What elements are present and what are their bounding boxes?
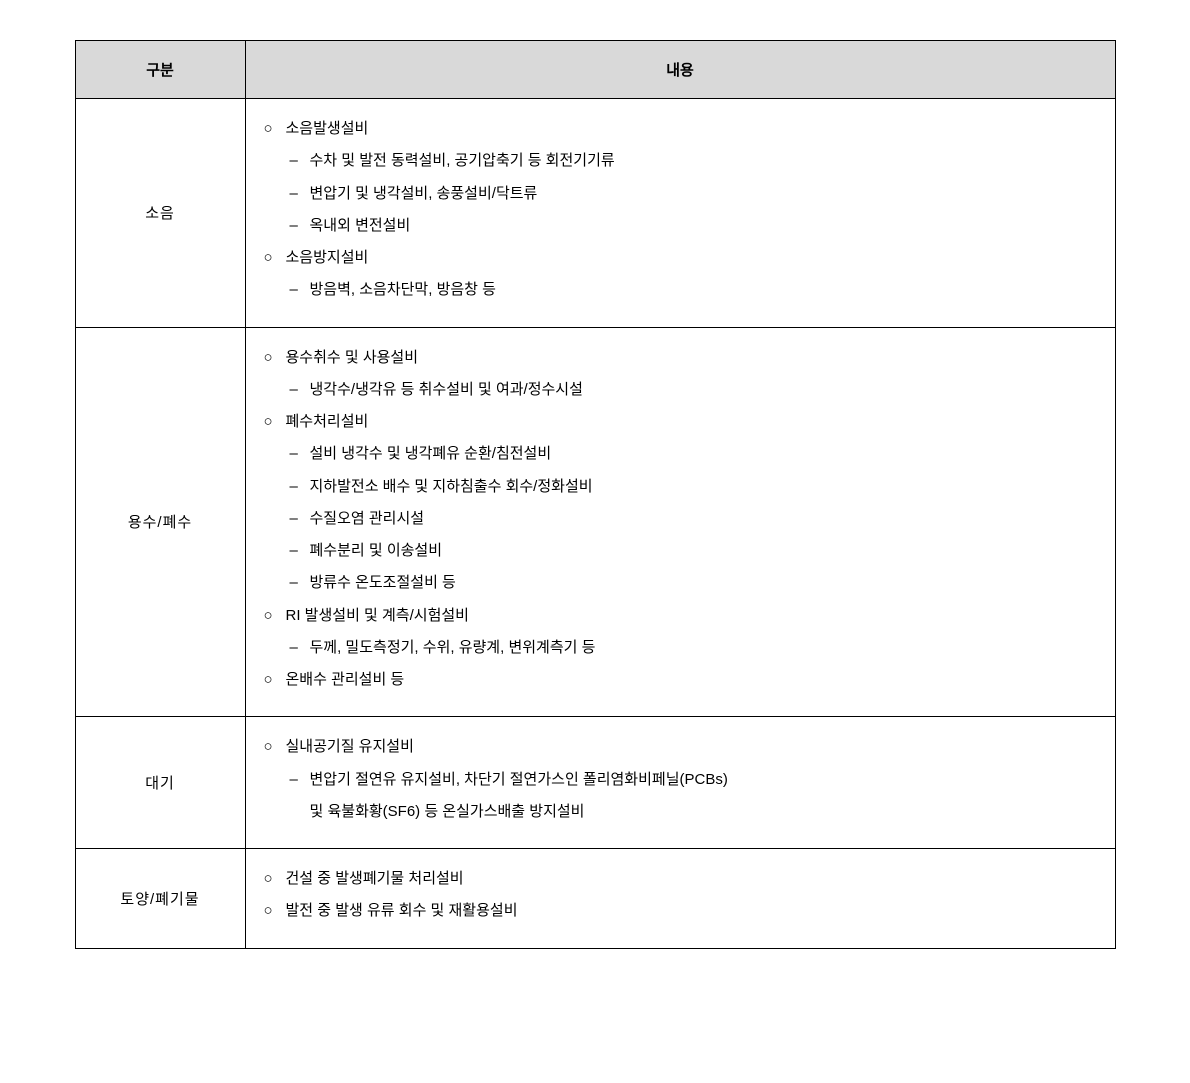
dash-item: –수차 및 발전 동력설비, 공기압축기 등 회전기기류 (264, 145, 1097, 177)
dash-text: 방음벽, 소음차단막, 방음창 등 (310, 274, 1097, 306)
dash-mark-icon: – (290, 471, 310, 503)
dash-mark-icon: – (290, 632, 310, 664)
table-header-row: 구분 내용 (75, 41, 1115, 99)
bullet-text: 소음발생설비 (286, 113, 1097, 145)
category-cell: 용수/폐수 (75, 327, 245, 717)
bullet-text: 소음방지설비 (286, 242, 1097, 274)
bullet-item: ○실내공기질 유지설비 (264, 731, 1097, 763)
dash-mark-icon: – (290, 438, 310, 470)
bullet-mark-icon: ○ (264, 600, 286, 632)
dash-mark-icon: – (290, 535, 310, 567)
bullet-text: RI 발생설비 및 계측/시험설비 (286, 600, 1097, 632)
bullet-item: ○폐수처리설비 (264, 406, 1097, 438)
content-table: 구분 내용 소음 ○소음발생설비 –수차 및 발전 동력설비, 공기압축기 등 … (75, 40, 1116, 949)
dash-item: –변압기 및 냉각설비, 송풍설비/닥트류 (264, 178, 1097, 210)
bullet-item: ○건설 중 발생폐기물 처리설비 (264, 863, 1097, 895)
table-row: 토양/폐기물 ○건설 중 발생폐기물 처리설비 ○발전 중 발생 유류 회수 및… (75, 849, 1115, 949)
dash-item: –설비 냉각수 및 냉각폐유 순환/침전설비 (264, 438, 1097, 470)
bullet-text: 용수취수 및 사용설비 (286, 342, 1097, 374)
dash-mark-icon: – (290, 374, 310, 406)
dash-item: –냉각수/냉각유 등 취수설비 및 여과/정수시설 (264, 374, 1097, 406)
category-cell: 토양/폐기물 (75, 849, 245, 949)
dash-item: –옥내외 변전설비 (264, 210, 1097, 242)
dash-text: 변압기 및 냉각설비, 송풍설비/닥트류 (310, 178, 1097, 210)
dash-mark-icon: – (290, 567, 310, 599)
dash-text: 변압기 절연유 유지설비, 차단기 절연가스인 폴리염화비페닐(PCBs) (310, 764, 1097, 796)
dash-item: –변압기 절연유 유지설비, 차단기 절연가스인 폴리염화비페닐(PCBs) (264, 764, 1097, 796)
bullet-item: ○RI 발생설비 및 계측/시험설비 (264, 600, 1097, 632)
bullet-text: 발전 중 발생 유류 회수 및 재활용설비 (286, 895, 1097, 927)
dash-item: –수질오염 관리시설 (264, 503, 1097, 535)
dash-mark-icon: – (290, 274, 310, 306)
bullet-mark-icon: ○ (264, 664, 286, 696)
continuation-text: 및 육불화황(SF6) 등 온실가스배출 방지설비 (310, 803, 585, 820)
bullet-text: 실내공기질 유지설비 (286, 731, 1097, 763)
bullet-text: 건설 중 발생폐기물 처리설비 (286, 863, 1097, 895)
dash-text: 지하발전소 배수 및 지하침출수 회수/정화설비 (310, 471, 1097, 503)
table-row: 대기 ○실내공기질 유지설비 –변압기 절연유 유지설비, 차단기 절연가스인 … (75, 717, 1115, 849)
bullet-mark-icon: ○ (264, 113, 286, 145)
continuation-line: 및 육불화황(SF6) 등 온실가스배출 방지설비 (264, 796, 1097, 828)
dash-item: –두께, 밀도측정기, 수위, 유량계, 변위계측기 등 (264, 632, 1097, 664)
dash-item: –지하발전소 배수 및 지하침출수 회수/정화설비 (264, 471, 1097, 503)
dash-item: –폐수분리 및 이송설비 (264, 535, 1097, 567)
header-category: 구분 (75, 41, 245, 99)
dash-mark-icon: – (290, 764, 310, 796)
bullet-text: 온배수 관리설비 등 (286, 664, 1097, 696)
dash-mark-icon: – (290, 145, 310, 177)
body-cell: ○소음발생설비 –수차 및 발전 동력설비, 공기압축기 등 회전기기류 –변압… (245, 99, 1115, 328)
table-row: 소음 ○소음발생설비 –수차 및 발전 동력설비, 공기압축기 등 회전기기류 … (75, 99, 1115, 328)
bullet-text: 폐수처리설비 (286, 406, 1097, 438)
body-cell: ○용수취수 및 사용설비 –냉각수/냉각유 등 취수설비 및 여과/정수시설 ○… (245, 327, 1115, 717)
bullet-mark-icon: ○ (264, 242, 286, 274)
dash-text: 수질오염 관리시설 (310, 503, 1097, 535)
bullet-item: ○온배수 관리설비 등 (264, 664, 1097, 696)
bullet-item: ○용수취수 및 사용설비 (264, 342, 1097, 374)
header-body: 내용 (245, 41, 1115, 99)
bullet-mark-icon: ○ (264, 406, 286, 438)
dash-item: –방음벽, 소음차단막, 방음창 등 (264, 274, 1097, 306)
dash-mark-icon: – (290, 503, 310, 535)
dash-item: –방류수 온도조절설비 등 (264, 567, 1097, 599)
dash-text: 설비 냉각수 및 냉각폐유 순환/침전설비 (310, 438, 1097, 470)
dash-mark-icon: – (290, 210, 310, 242)
bullet-mark-icon: ○ (264, 731, 286, 763)
category-cell: 소음 (75, 99, 245, 328)
body-cell: ○건설 중 발생폐기물 처리설비 ○발전 중 발생 유류 회수 및 재활용설비 (245, 849, 1115, 949)
dash-text: 옥내외 변전설비 (310, 210, 1097, 242)
category-cell: 대기 (75, 717, 245, 849)
bullet-mark-icon: ○ (264, 895, 286, 927)
bullet-item: ○발전 중 발생 유류 회수 및 재활용설비 (264, 895, 1097, 927)
bullet-item: ○소음방지설비 (264, 242, 1097, 274)
dash-text: 방류수 온도조절설비 등 (310, 567, 1097, 599)
bullet-mark-icon: ○ (264, 863, 286, 895)
dash-text: 냉각수/냉각유 등 취수설비 및 여과/정수시설 (310, 374, 1097, 406)
bullet-mark-icon: ○ (264, 342, 286, 374)
body-cell: ○실내공기질 유지설비 –변압기 절연유 유지설비, 차단기 절연가스인 폴리염… (245, 717, 1115, 849)
table-row: 용수/폐수 ○용수취수 및 사용설비 –냉각수/냉각유 등 취수설비 및 여과/… (75, 327, 1115, 717)
dash-mark-icon: – (290, 178, 310, 210)
dash-text: 폐수분리 및 이송설비 (310, 535, 1097, 567)
dash-text: 두께, 밀도측정기, 수위, 유량계, 변위계측기 등 (310, 632, 1097, 664)
bullet-item: ○소음발생설비 (264, 113, 1097, 145)
dash-text: 수차 및 발전 동력설비, 공기압축기 등 회전기기류 (310, 145, 1097, 177)
